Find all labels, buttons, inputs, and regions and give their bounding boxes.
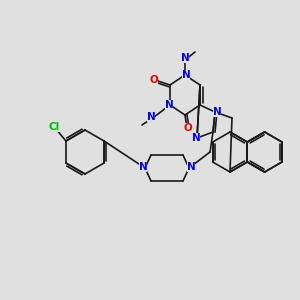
Text: N: N: [139, 162, 147, 172]
Text: N: N: [147, 112, 155, 122]
Text: Cl: Cl: [48, 122, 60, 132]
Text: O: O: [150, 75, 158, 85]
Text: O: O: [184, 123, 192, 133]
Text: N: N: [192, 133, 200, 143]
Text: N: N: [213, 107, 221, 117]
Text: N: N: [182, 70, 190, 80]
Text: N: N: [187, 162, 195, 172]
Text: N: N: [165, 100, 173, 110]
Text: N: N: [181, 53, 189, 63]
